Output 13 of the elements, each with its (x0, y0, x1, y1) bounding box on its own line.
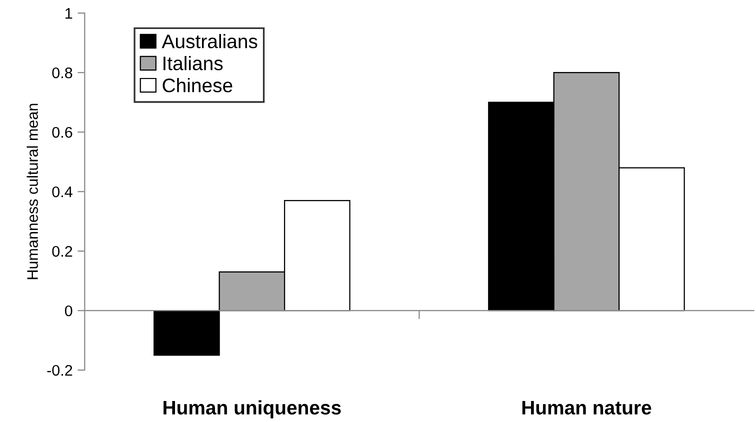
legend-label: Chinese (162, 78, 232, 92)
y-tick-label: 1 (66, 8, 72, 19)
y-tick-label: 0.8 (52, 67, 72, 78)
y-tick-label: 0.2 (52, 246, 72, 257)
y-tick-label: 0 (64, 305, 72, 316)
y-tick-label: 0.4 (52, 186, 72, 198)
legend-label: Australians (162, 34, 258, 48)
x-tick-label: Human uniqueness (164, 400, 341, 418)
y-tick-label: -0.2 (47, 364, 72, 376)
y-axis-title: Humanness cultural mean (26, 104, 38, 280)
legend-label: Italians (164, 56, 223, 70)
y-tick-label: 0.6 (52, 126, 72, 138)
x-tick-label: Human nature (522, 401, 652, 415)
